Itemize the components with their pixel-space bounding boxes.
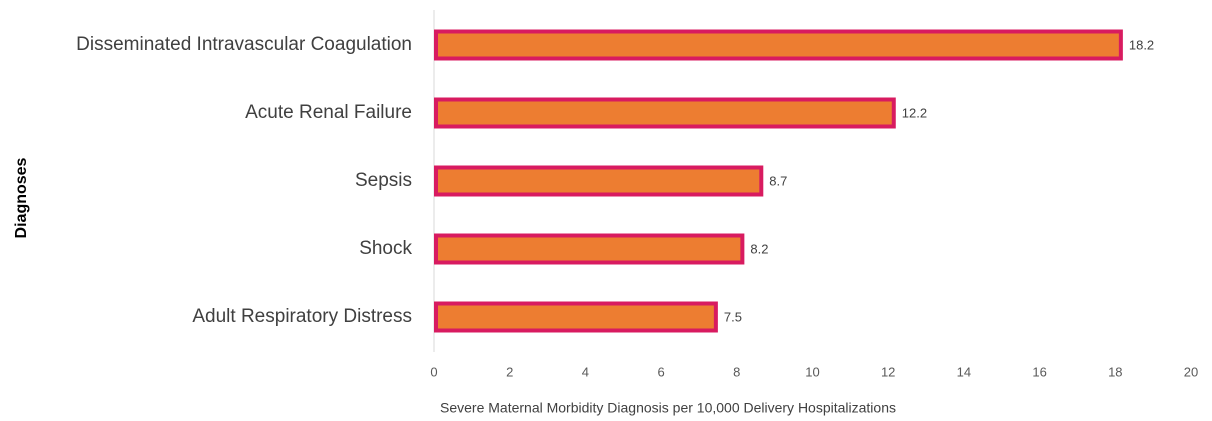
value-label: 12.2 (902, 105, 927, 120)
x-tick-label: 20 (1184, 364, 1198, 379)
x-tick-label: 18 (1108, 364, 1122, 379)
value-label: 8.7 (769, 173, 787, 188)
y-tick-label: Adult Respiratory Distress (192, 306, 412, 327)
bar (434, 301, 718, 333)
x-tick-label: 6 (657, 364, 664, 379)
x-tick-label: 8 (733, 364, 740, 379)
bar (434, 165, 764, 197)
value-label: 7.5 (724, 309, 742, 324)
y-tick-label: Sepsis (355, 170, 412, 191)
bar (434, 29, 1123, 61)
x-tick-label: 10 (805, 364, 819, 379)
x-tick-label: 2 (506, 364, 513, 379)
value-label: 8.2 (750, 241, 768, 256)
bar (434, 233, 745, 265)
y-axis-title: Diagnoses (13, 157, 30, 238)
y-tick-label: Acute Renal Failure (245, 102, 412, 123)
x-tick-label: 14 (957, 364, 971, 379)
value-label: 18.2 (1129, 37, 1154, 52)
y-tick-label: Disseminated Intravascular Coagulation (76, 34, 412, 55)
x-tick-label: 0 (430, 364, 437, 379)
x-tick-label: 4 (582, 364, 589, 379)
bar (434, 97, 896, 129)
x-axis-title: Severe Maternal Morbidity Diagnosis per … (440, 400, 896, 416)
x-tick-label: 16 (1032, 364, 1046, 379)
y-tick-label: Shock (359, 238, 412, 259)
x-tick-label: 12 (881, 364, 895, 379)
